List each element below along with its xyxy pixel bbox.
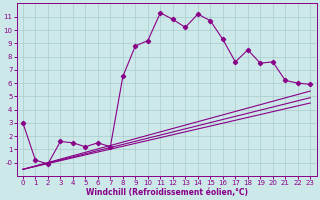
- X-axis label: Windchill (Refroidissement éolien,°C): Windchill (Refroidissement éolien,°C): [85, 188, 248, 197]
